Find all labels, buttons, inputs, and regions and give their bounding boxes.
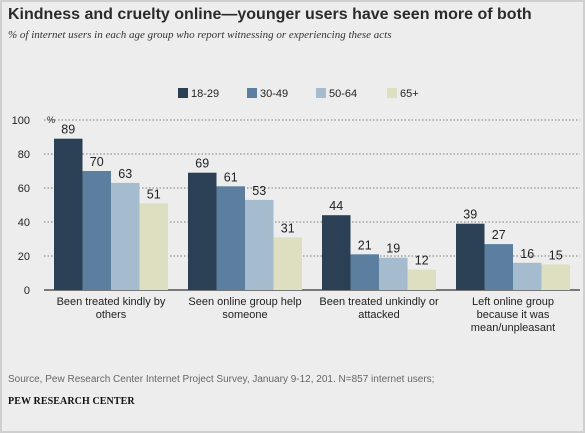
data-label: 16: [520, 247, 534, 261]
bar: [139, 203, 168, 290]
bar: [188, 172, 217, 290]
chart-title: Kindness and cruelty online—younger user…: [8, 6, 532, 23]
brand-name: PEW RESEARCH CENTER: [8, 396, 135, 407]
category-label: someone: [222, 309, 267, 321]
y-tick-label: 40: [18, 217, 30, 229]
category-label: attacked: [358, 309, 400, 321]
data-label: 69: [195, 157, 209, 171]
bar: [245, 199, 274, 290]
y-tick-label: 80: [18, 149, 30, 161]
bar: [273, 237, 302, 290]
bar: [456, 223, 485, 290]
data-label: 15: [549, 249, 563, 263]
data-label: 39: [463, 208, 477, 222]
data-label: 12: [415, 254, 429, 268]
bar: [379, 257, 408, 290]
y-tick-label: 100: [12, 115, 30, 127]
y-tick-label: 0: [24, 285, 30, 297]
data-label: 51: [147, 187, 161, 201]
data-label: 19: [386, 242, 400, 256]
data-label: 44: [329, 199, 343, 213]
data-label: 27: [492, 228, 506, 242]
bar: [54, 138, 83, 290]
chart-subtitle: % of internet users in each age group wh…: [8, 29, 392, 41]
data-label: 21: [358, 238, 372, 252]
bar: [407, 269, 436, 290]
legend-swatch: [247, 88, 257, 98]
data-label: 70: [90, 155, 104, 169]
bar: [216, 186, 245, 290]
y-unit-label: %: [47, 115, 55, 125]
bar: [513, 262, 542, 290]
bar: [82, 171, 111, 290]
bar: [484, 244, 513, 290]
data-label: 53: [252, 184, 266, 198]
category-label: Seen online group help: [188, 296, 301, 308]
bar: [350, 254, 379, 290]
y-tick-label: 60: [18, 183, 30, 195]
legend-swatch: [178, 88, 188, 98]
data-label: 89: [61, 123, 75, 137]
bar: [111, 182, 140, 290]
data-label: 61: [224, 170, 238, 184]
category-label: Been treated unkindly or: [319, 296, 439, 308]
category-label: Been treated kindly by: [57, 296, 166, 308]
y-tick-label: 20: [18, 251, 30, 263]
source-note: Source, Pew Research Center Internet Pro…: [8, 374, 435, 385]
data-label: 31: [281, 221, 295, 235]
bar: [541, 264, 570, 290]
data-label: 63: [118, 167, 132, 181]
bar: [322, 215, 351, 290]
legend-label: 18-29: [191, 88, 219, 100]
legend-swatch: [316, 88, 326, 98]
legend-label: 50-64: [329, 88, 357, 100]
category-label: Left online group: [472, 296, 554, 308]
category-label: others: [96, 309, 127, 321]
legend-label: 30-49: [260, 88, 288, 100]
legend-label: 65+: [400, 88, 419, 100]
legend-swatch: [387, 88, 397, 98]
category-label: because it was: [477, 309, 550, 321]
category-label: mean/unpleasant: [471, 322, 555, 334]
